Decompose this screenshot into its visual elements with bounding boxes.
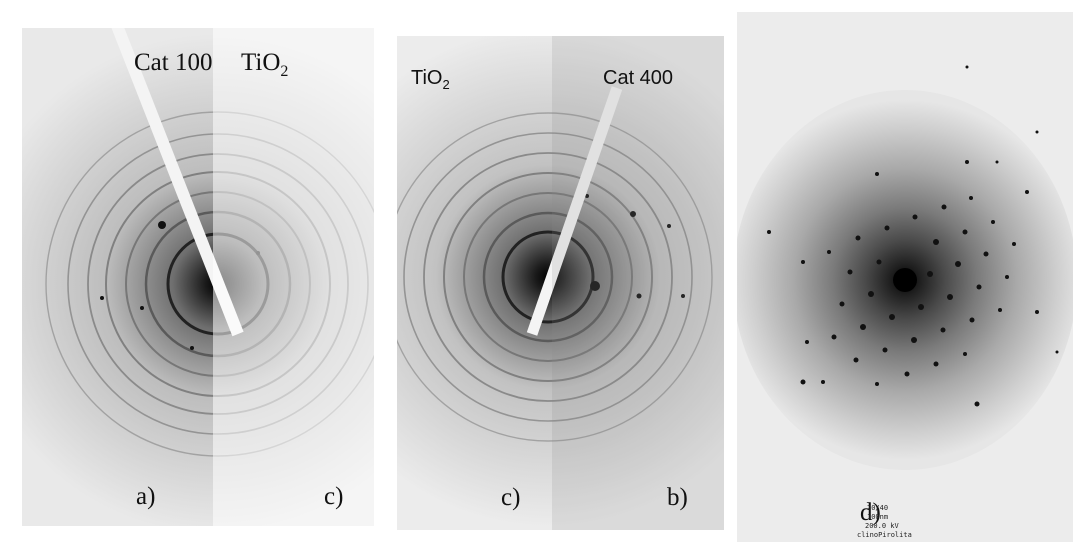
middle-diffraction-pattern	[397, 36, 724, 530]
left-title-tio2: TiO2	[241, 50, 288, 80]
middle-title-tio2-sub: 2	[442, 77, 450, 92]
panel-left-diffraction: Cat 100 TiO2 a) c)	[22, 28, 374, 526]
middle-title-cat400: Cat 400	[603, 67, 674, 89]
right-diffraction-pattern	[737, 12, 1073, 542]
middle-title-tio2: TiO2	[411, 68, 450, 91]
right-microscope-caption: 20/40 100nm 200.0 kV clinoPirolita	[853, 500, 943, 542]
left-title-cat100: Cat 100	[134, 49, 213, 76]
left-label-a: a)	[136, 483, 156, 510]
middle-title-tio2-base: TiO	[411, 67, 443, 89]
left-label-c: c)	[324, 483, 344, 510]
caption-line-2: 100nm	[867, 513, 889, 521]
right-lattice-spots	[767, 65, 1059, 407]
caption-line-4: clinoPirolita	[857, 531, 912, 539]
middle-label-c: c)	[501, 484, 521, 511]
panel-middle-diffraction: TiO2 Cat 400 c) b)	[397, 36, 724, 530]
left-diffraction-pattern	[22, 28, 374, 526]
middle-label-b: b)	[667, 484, 688, 511]
left-title-tio2-base: TiO	[241, 49, 281, 76]
caption-line-1: 20/40	[867, 504, 889, 512]
panel-right-diffraction: d) 20/40 100nm 200.0 kV clinoPirolita	[737, 12, 1073, 542]
caption-line-3: 200.0 kV	[865, 522, 899, 530]
left-title-tio2-sub: 2	[280, 63, 289, 80]
right-label-d: d)	[860, 499, 881, 526]
